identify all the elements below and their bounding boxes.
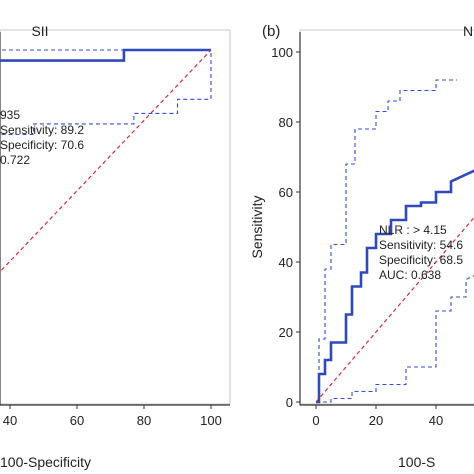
y-tick-label: 20 — [279, 325, 293, 340]
annotation-line: NLR : > 4.15 — [379, 223, 447, 237]
annotation-line: Specificity: 70.6 — [0, 138, 84, 152]
roc-line — [316, 169, 474, 404]
annotation-line: Sensitivity: 54.6 — [379, 238, 463, 252]
x-axis-label: 100-Specificity — [0, 454, 91, 470]
annotation-line: AUC: 0.638 — [379, 268, 441, 282]
y-axis-label: Sensitivity — [249, 195, 265, 258]
panel-label: (b) — [262, 23, 280, 40]
x-tick-label: 20 — [369, 413, 383, 428]
x-tick-label: 60 — [70, 413, 84, 428]
ci-lower-line — [316, 275, 474, 403]
x-tick-label: 80 — [137, 413, 151, 428]
ci-lower-line — [0, 50, 212, 136]
y-tick-label: 60 — [279, 185, 293, 200]
x-tick-label: 40 — [3, 413, 17, 428]
plot-frame — [0, 29, 231, 405]
x-axis-label: 100-S — [398, 454, 435, 470]
annotation-line: Specificity: 68.5 — [379, 253, 463, 267]
reference-line — [315, 216, 474, 403]
x-tick-label: 0 — [312, 413, 319, 428]
reference-line — [0, 49, 212, 273]
plot-frame — [299, 29, 474, 405]
y-tick-label: 40 — [279, 255, 293, 270]
annotation-line: Sensitivity: 89.2 — [0, 123, 84, 137]
panel-a-roc-sii: 40 60 80 100 SII 100-Specificity 935Sensitivit… — [0, 23, 231, 470]
y-tick-label: 80 — [279, 115, 293, 130]
chart-title: SII — [31, 23, 48, 39]
y-tick-label: 100 — [271, 45, 293, 60]
annotation-line: 0.722 — [0, 153, 30, 167]
y-tick-label: 0 — [286, 395, 293, 410]
annotation-line: 935 — [0, 108, 20, 122]
x-tick-label: 40 — [429, 413, 443, 428]
roc-line — [0, 48, 211, 62]
ci-upper-line — [316, 79, 457, 403]
x-tick-label: 100 — [200, 413, 222, 428]
chart-title: N — [463, 23, 473, 39]
panel-b-roc-nlr: 0 20 40 60 80 100 0 20 40 N (b) Sensitivity 100-S NLR… — [249, 23, 474, 470]
